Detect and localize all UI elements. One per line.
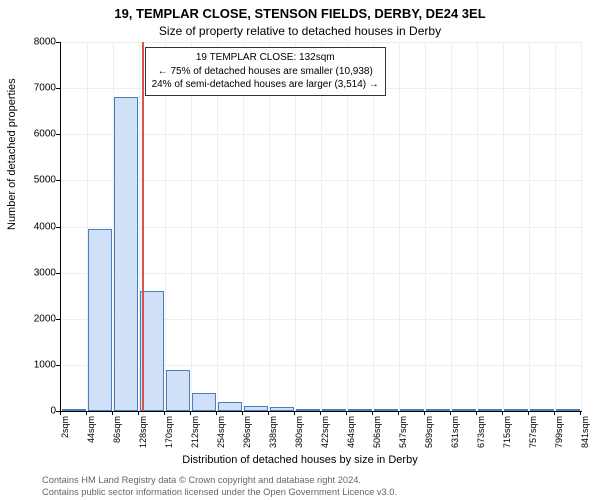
y-tick-label: 4000: [16, 221, 56, 232]
x-tick-mark: [476, 411, 477, 415]
y-tick-label: 6000: [16, 129, 56, 140]
y-tick-mark: [56, 365, 60, 366]
x-tick-mark: [528, 411, 529, 415]
gridline-v: [347, 42, 348, 411]
attribution-text: Contains HM Land Registry data © Crown c…: [42, 474, 397, 498]
histogram-bar: [504, 409, 528, 411]
x-tick-mark: [242, 411, 243, 415]
gridline-v: [295, 42, 296, 411]
gridline-v: [529, 42, 530, 411]
x-tick-mark: [112, 411, 113, 415]
y-tick-label: 3000: [16, 267, 56, 278]
histogram-bar: [478, 409, 502, 411]
x-tick-mark: [320, 411, 321, 415]
y-tick-label: 8000: [16, 37, 56, 48]
annotation-box: 19 TEMPLAR CLOSE: 132sqm← 75% of detache…: [145, 47, 386, 96]
x-tick-mark: [346, 411, 347, 415]
x-axis-label: Distribution of detached houses by size …: [0, 454, 600, 466]
gridline-v: [165, 42, 166, 411]
histogram-bar: [322, 409, 346, 411]
y-axis-label: Number of detached properties: [6, 78, 18, 230]
plot-area: 19 TEMPLAR CLOSE: 132sqm← 75% of detache…: [60, 42, 582, 412]
gridline-v: [399, 42, 400, 411]
x-tick-mark: [294, 411, 295, 415]
x-tick-mark: [60, 411, 61, 415]
histogram-bar: [452, 409, 476, 411]
x-tick-mark: [450, 411, 451, 415]
histogram-bar: [400, 409, 424, 411]
x-tick-mark: [554, 411, 555, 415]
x-tick-mark: [164, 411, 165, 415]
y-tick-mark: [56, 134, 60, 135]
y-tick-mark: [56, 273, 60, 274]
histogram-bar: [192, 393, 216, 411]
histogram-bar: [114, 97, 138, 411]
gridline-v: [425, 42, 426, 411]
gridline-v: [581, 42, 582, 411]
x-tick-mark: [502, 411, 503, 415]
histogram-bar: [166, 370, 190, 412]
chart-title-sub: Size of property relative to detached ho…: [0, 24, 600, 38]
x-tick-mark: [424, 411, 425, 415]
gridline-v: [243, 42, 244, 411]
histogram-bar: [88, 229, 112, 411]
x-tick-mark: [372, 411, 373, 415]
y-tick-mark: [56, 227, 60, 228]
histogram-bar: [530, 409, 554, 411]
x-tick-mark: [138, 411, 139, 415]
x-tick-mark: [580, 411, 581, 415]
histogram-bar: [374, 409, 398, 411]
y-tick-mark: [56, 319, 60, 320]
y-tick-label: 7000: [16, 83, 56, 94]
gridline-v: [451, 42, 452, 411]
histogram-bar: [426, 409, 450, 411]
histogram-bar: [556, 409, 580, 411]
gridline-v: [477, 42, 478, 411]
gridline-v: [217, 42, 218, 411]
attribution-line2: Contains public sector information licen…: [42, 486, 397, 498]
annotation-line2: ← 75% of detached houses are smaller (10…: [152, 65, 379, 79]
annotation-line3: 24% of semi-detached houses are larger (…: [152, 78, 379, 92]
histogram-bar: [140, 291, 164, 411]
y-tick-label: 2000: [16, 313, 56, 324]
histogram-bar: [348, 409, 372, 411]
chart-container: 19, TEMPLAR CLOSE, STENSON FIELDS, DERBY…: [0, 0, 600, 500]
x-tick-mark: [398, 411, 399, 415]
x-tick-mark: [190, 411, 191, 415]
gridline-v: [503, 42, 504, 411]
histogram-bar: [296, 409, 320, 411]
histogram-bar: [62, 409, 86, 411]
histogram-bar: [218, 402, 242, 411]
attribution-line1: Contains HM Land Registry data © Crown c…: [42, 474, 397, 486]
gridline-v: [373, 42, 374, 411]
gridline-v: [269, 42, 270, 411]
marker-line: [142, 42, 144, 411]
x-tick-mark: [216, 411, 217, 415]
histogram-bar: [270, 407, 294, 411]
y-tick-label: 1000: [16, 359, 56, 370]
y-tick-label: 0: [16, 406, 56, 417]
y-tick-mark: [56, 42, 60, 43]
histogram-bar: [244, 406, 268, 411]
annotation-line1: 19 TEMPLAR CLOSE: 132sqm: [152, 51, 379, 65]
y-tick-mark: [56, 88, 60, 89]
chart-title-main: 19, TEMPLAR CLOSE, STENSON FIELDS, DERBY…: [0, 6, 600, 21]
gridline-v: [555, 42, 556, 411]
x-tick-mark: [86, 411, 87, 415]
y-tick-label: 5000: [16, 175, 56, 186]
gridline-v: [321, 42, 322, 411]
y-tick-mark: [56, 180, 60, 181]
x-tick-mark: [268, 411, 269, 415]
gridline-v: [191, 42, 192, 411]
